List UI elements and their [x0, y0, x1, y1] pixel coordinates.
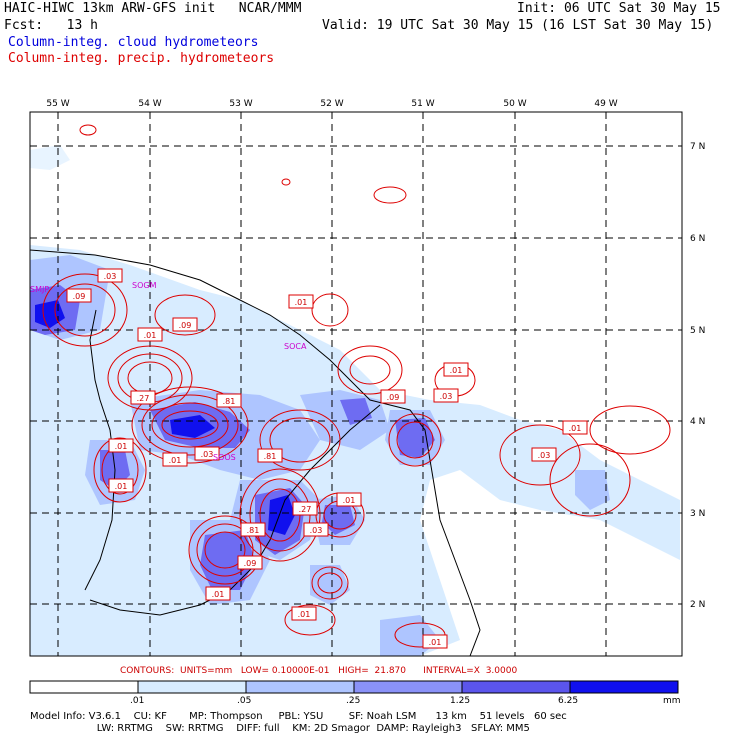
colorbar-segment	[353, 680, 463, 694]
site-label-soos: SOOS	[213, 453, 236, 462]
map-frame	[29, 111, 683, 657]
contour-label: .01	[212, 590, 225, 599]
contour-label: .01	[295, 298, 308, 307]
model-info-line2: LW: RRTMG SW: RRTMG DIFF: full KM: 2D Sm…	[30, 723, 530, 734]
contour-label: .01	[144, 331, 157, 340]
contour-label: .03	[310, 526, 323, 535]
contour-label: .27	[299, 505, 312, 514]
colorbar-segment	[245, 680, 355, 694]
colorbar-tick: .05	[237, 696, 252, 706]
valid-time: Valid: 19 UTC Sat 30 May 15 (16 LST Sat …	[322, 18, 714, 33]
colorbar-segment	[461, 680, 571, 694]
contour-label: .03	[440, 392, 453, 401]
colorbar	[29, 680, 679, 694]
colorbar-tick: 6.25	[558, 696, 579, 706]
colorbar-units: mm	[663, 696, 681, 706]
colorbar-tick: 1.25	[450, 696, 471, 706]
contour-label: .09	[73, 292, 86, 301]
lon-label: 52 W	[320, 99, 343, 109]
lon-label: 55 W	[46, 99, 69, 109]
title-line: HAIC-HIWC 13km ARW-GFS init NCAR/MMM	[4, 1, 302, 16]
forecast-hour: Fcst: 13 h	[4, 18, 98, 33]
lat-label: 3 N	[690, 509, 705, 519]
site-label-smjp: SMJP	[30, 285, 49, 294]
contours-info: CONTOURS: UNITS=mm LOW= 0.10000E-01 HIGH…	[120, 666, 518, 676]
colorbar-tick: .01	[130, 696, 145, 706]
lat-label: 5 N	[690, 326, 705, 336]
contour-label: .27	[137, 394, 150, 403]
lon-label: 49 W	[594, 99, 617, 109]
site-label-sogm: SOGM	[132, 281, 157, 290]
lat-label: 4 N	[690, 417, 705, 427]
lon-label: 50 W	[503, 99, 526, 109]
contour-label: .09	[387, 393, 400, 402]
latitude-labels: 7 N 6 N 5 N 4 N 3 N 2 N	[690, 142, 705, 610]
contour-label: .09	[244, 559, 257, 568]
precip-contours	[42, 124, 671, 648]
lon-label: 51 W	[411, 99, 434, 109]
colorbar-segment	[29, 680, 139, 694]
contour-label: .01	[298, 610, 311, 619]
contour-label: .03	[538, 451, 551, 460]
contour-label: .01	[343, 496, 356, 505]
contour-label: .09	[179, 321, 192, 330]
contour-label: .01	[450, 366, 463, 375]
contour-label: .81	[247, 526, 260, 535]
contour-label: .81	[264, 452, 277, 461]
longitude-labels: 55 W 54 W 53 W 52 W 51 W 50 W 49 W	[46, 99, 617, 109]
colorbar-segment	[137, 680, 247, 694]
contour-label: .01	[569, 424, 582, 433]
colorbar-tick: .25	[346, 696, 361, 706]
lon-label: 53 W	[229, 99, 252, 109]
init-time: Init: 06 UTC Sat 30 May 15	[517, 1, 721, 16]
contour-label: .03	[201, 450, 214, 459]
contour-labels: .03 .09 .01 .09 .01 .01 .27 .81 .09 .03 …	[66, 268, 588, 649]
model-info-line1: Model Info: V3.6.1 CU: KF MP: Thompson P…	[30, 711, 567, 722]
contour-label: .01	[115, 442, 128, 451]
lat-label: 6 N	[690, 234, 705, 244]
coastline	[30, 249, 481, 656]
contour-label: .03	[104, 272, 117, 281]
contour-label: .01	[429, 638, 442, 647]
lat-label: 7 N	[690, 142, 705, 152]
site-label-soca: SOCA	[284, 342, 307, 351]
legend-cloud: Column-integ. cloud hydrometeors	[8, 35, 259, 50]
legend-precip: Column-integ. precip. hydrometeors	[8, 51, 275, 66]
lat-label: 2 N	[690, 600, 705, 610]
lon-label: 54 W	[138, 99, 161, 109]
contour-label: .81	[223, 397, 236, 406]
contour-label: .01	[169, 456, 182, 465]
colorbar-segment	[569, 680, 679, 694]
contour-label: .01	[115, 482, 128, 491]
